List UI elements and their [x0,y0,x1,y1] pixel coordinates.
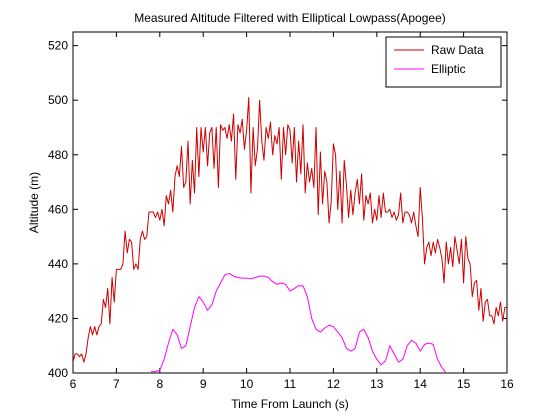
x-tick-label: 6 [70,377,77,391]
y-tick-label: 400 [48,366,68,380]
y-tick-label: 420 [48,311,68,325]
x-tick-label: 16 [500,377,514,391]
y-tick-label: 500 [48,93,68,107]
y-tick-label: 460 [48,202,68,216]
series-line-elliptic [151,272,447,373]
y-tick-label: 520 [48,39,68,53]
legend-label-elliptic: Elliptic [431,62,466,76]
x-tick-label: 13 [370,377,384,391]
x-axis-label: Time From Launch (s) [231,397,349,411]
x-tick-label: 7 [113,377,120,391]
legend-label-raw-data: Raw Data [431,43,484,57]
y-tick-label: 440 [48,257,68,271]
x-tick-label: 11 [284,377,297,391]
legend: Raw Data Elliptic [385,36,502,88]
series-line-raw-data [73,96,507,363]
y-axis-label: Altitude (m) [27,172,41,233]
x-tick-label: 8 [156,377,163,391]
chart-title: Measured Altitude Filtered with Elliptic… [134,11,446,25]
x-tick-label: 10 [240,377,254,391]
x-tick-label: 14 [414,377,428,391]
plot-area [72,31,508,374]
x-tick-label: 9 [200,377,207,391]
x-tick-label: 15 [457,377,471,391]
x-tick-label: 12 [327,377,341,391]
series-layer [73,96,507,373]
legend-box [385,36,502,88]
axis-ticks: 6 7 8 9 10 11 12 13 14 15 16 400 420 440 460 480 500 520 [48,32,514,391]
y-tick-label: 480 [48,148,68,162]
